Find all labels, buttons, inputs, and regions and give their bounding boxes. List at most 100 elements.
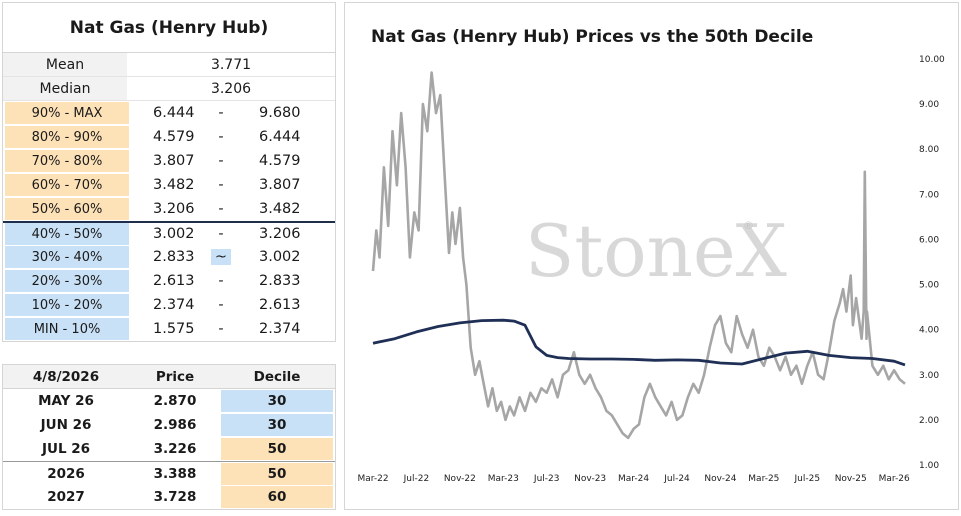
summary-title: Nat Gas (Henry Hub)	[3, 3, 335, 53]
mean-row: Mean 3.771	[3, 53, 335, 77]
y-tick-label: 7.00	[919, 190, 939, 200]
decile-high: 3.002	[259, 249, 301, 265]
decile-high: 2.833	[259, 273, 301, 289]
x-tick-label: Jul-23	[533, 474, 560, 484]
mean-value: 3.771	[210, 56, 252, 73]
y-tick-label: 2.00	[919, 416, 939, 426]
header-price: Price	[155, 368, 195, 385]
decile-row: 40% - 50% 3.002 - 3.206	[3, 221, 335, 245]
watermark-registered: ®	[743, 219, 754, 232]
contract-name: 2026	[47, 465, 85, 482]
decile-label: 80% - 90%	[5, 126, 129, 148]
y-tick-label: 4.00	[919, 326, 939, 336]
contract-row: 2026 3.388 50	[3, 461, 335, 485]
decile-row: 90% - MAX 6.444 - 9.680	[3, 101, 335, 125]
contracts-header: 4/8/2026 Price Decile	[3, 365, 335, 389]
decile-table: 90% - MAX 6.444 - 9.680 80% - 90% 4.579 - 6.444…	[3, 101, 335, 341]
decile-low: 2.833	[153, 249, 195, 265]
decile-label: 40% - 50%	[5, 223, 129, 245]
watermark-text: StoneX	[525, 209, 787, 293]
median-label: Median	[3, 77, 127, 100]
decile-separator: -	[218, 321, 224, 337]
decile-label: 90% - MAX	[5, 102, 129, 124]
decile-separator: -	[218, 273, 224, 289]
contract-name: 2027	[47, 489, 85, 505]
chart-svg: StoneX ® 10.00 9.00 8.00 7.00 6.00 5.00 4.00 3.…	[357, 55, 945, 484]
contract-row: MAY 26 2.870 30	[3, 389, 335, 413]
decile-summary-panel: Nat Gas (Henry Hub) Mean 3.771 Median 3.…	[2, 2, 336, 342]
contract-decile: 60	[221, 486, 333, 508]
decile-low: 6.444	[153, 105, 195, 121]
contract-decile: 50	[221, 438, 333, 460]
decile-separator: -	[218, 297, 224, 313]
x-tick-label: Jul-25	[794, 474, 821, 484]
x-tick-label: Jul-22	[403, 474, 430, 484]
decile-low: 3.482	[153, 177, 195, 193]
contract-name: JUL 26	[41, 441, 91, 457]
contract-row: JUL 26 3.226 50	[3, 437, 335, 461]
x-tick-label: Mar-23	[488, 474, 519, 484]
x-tick-label: Nov-23	[574, 474, 606, 484]
contract-name: JUN 26	[40, 417, 92, 433]
median-value: 3.206	[210, 80, 252, 97]
y-tick-label: 3.00	[919, 371, 939, 381]
decile-high: 2.613	[259, 297, 301, 313]
decile-high: 3.206	[259, 226, 301, 242]
contract-decile: 50	[221, 462, 333, 485]
y-tick-label: 9.00	[919, 100, 939, 110]
decile-series-line	[372, 318, 906, 367]
decile-separator: -	[218, 201, 224, 217]
decile-low: 3.002	[153, 226, 195, 242]
decile-separator: -	[218, 129, 224, 145]
x-tick-label: Mar-24	[618, 474, 649, 484]
decile-row: 70% - 80% 3.807 - 4.579	[3, 149, 335, 173]
decile-label: 60% - 70%	[5, 174, 129, 196]
decile-high: 6.444	[259, 129, 301, 145]
decile-high: 9.680	[259, 105, 301, 121]
decile-label: 20% - 30%	[5, 270, 129, 292]
contracts-table: 4/8/2026 Price Decile MAY 26 2.870 30 JUN 2…	[2, 364, 336, 510]
header-date: 4/8/2026	[32, 368, 100, 385]
y-tick-label: 1.00	[919, 461, 939, 471]
decile-low: 4.579	[153, 129, 195, 145]
y-tick-label: 5.00	[919, 281, 939, 291]
contract-price: 3.388	[153, 465, 197, 482]
decile-row: 80% - 90% 4.579 - 6.444	[3, 125, 335, 149]
contract-price: 3.728	[153, 489, 197, 505]
x-tick-label: Nov-22	[444, 474, 476, 484]
decile-label: 70% - 80%	[5, 150, 129, 172]
x-tick-label: Mar-22	[357, 474, 388, 484]
decile-high: 4.579	[259, 153, 301, 169]
decile-label: 50% - 60%	[5, 198, 129, 220]
y-tick-label: 8.00	[919, 145, 939, 155]
x-tick-label: Nov-25	[835, 474, 867, 484]
decile-row: 10% - 20% 2.374 - 2.613	[3, 293, 335, 317]
chart-title: Nat Gas (Henry Hub) Prices vs the 50th D…	[371, 27, 814, 47]
contract-row: JUN 26 2.986 30	[3, 413, 335, 437]
contract-price: 3.226	[153, 441, 197, 457]
x-tick-label: Mar-25	[748, 474, 779, 484]
decile-separator: -	[218, 153, 224, 169]
decile-low: 3.807	[153, 153, 195, 169]
x-tick-label: Mar-26	[879, 474, 910, 484]
decile-low: 3.206	[153, 201, 195, 217]
y-tick-label: 10.00	[919, 55, 945, 65]
decile-row: 50% - 60% 3.206 - 3.482	[3, 197, 335, 221]
decile-high: 2.374	[259, 321, 301, 337]
decile-high: 3.807	[259, 177, 301, 193]
decile-row: 30% - 40% 2.833 ~3.002	[3, 245, 335, 269]
price-chart: StoneX ® 10.00 9.00 8.00 7.00 6.00 5.00 4.00 3.…	[344, 2, 959, 510]
decile-label: 30% - 40%	[5, 246, 129, 268]
decile-separator: -	[218, 105, 224, 121]
contract-decile: 30	[221, 390, 333, 412]
contract-price: 2.986	[153, 417, 197, 433]
x-tick-label: Nov-24	[704, 474, 736, 484]
contract-row: 2027 3.728 60	[3, 485, 335, 509]
contract-price: 2.870	[153, 393, 197, 409]
median-row: Median 3.206	[3, 77, 335, 101]
contract-name: MAY 26	[38, 393, 94, 409]
decile-low: 1.575	[153, 321, 195, 337]
decile-low: 2.374	[153, 297, 195, 313]
decile-separator: ~	[195, 249, 247, 265]
price-series-line	[371, 71, 906, 440]
